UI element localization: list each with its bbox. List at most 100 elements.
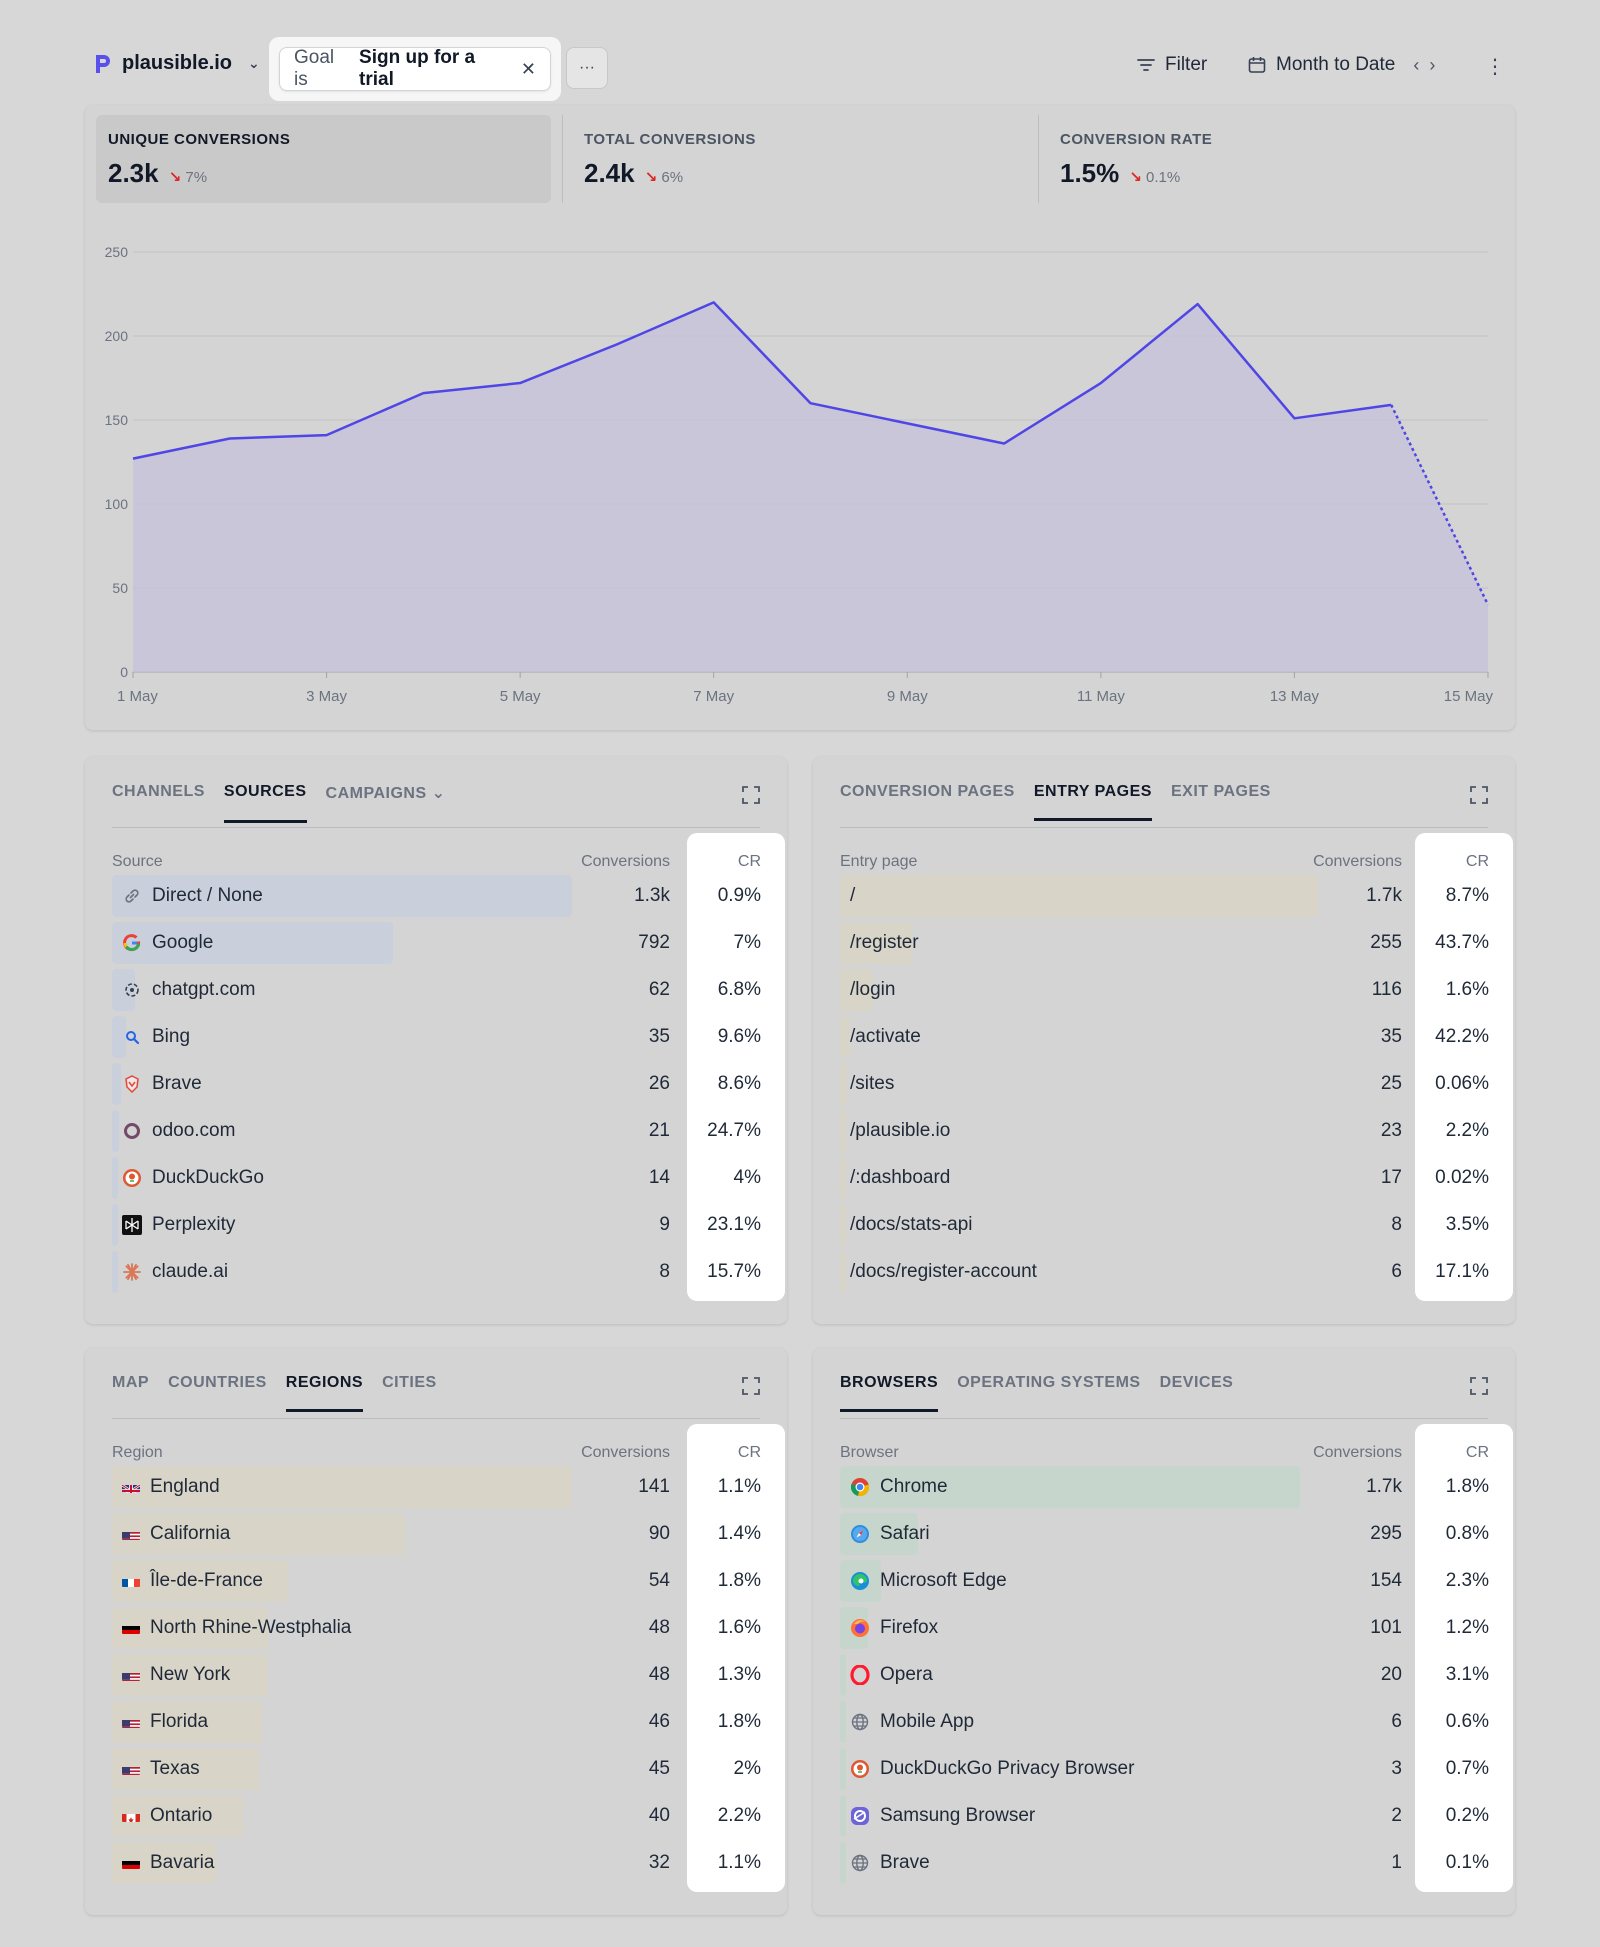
row-name: Firefox [880,1617,939,1638]
tab-exit-pages[interactable]: EXIT PAGES [1171,783,1271,821]
opera-icon [850,1665,870,1685]
row-cr: 0.8% [1445,1523,1489,1544]
more-filters-button[interactable]: ··· [566,47,608,89]
cr-column-highlight [687,833,785,1301]
table-row[interactable]: /docs/register-account 6 17.1% [840,1251,1489,1293]
row-conversions: 62 [648,979,670,1000]
table-row[interactable]: / 1.7k 8.7% [840,875,1489,917]
column-header-cr[interactable]: CR [1465,853,1489,870]
row-bar [840,1842,846,1884]
table-row[interactable]: Brave 26 8.6% [112,1063,761,1105]
table-row[interactable]: Opera 20 3.1% [840,1654,1489,1696]
tab-label: CONVERSION PAGES [840,783,1015,800]
table-row[interactable]: Florida 46 1.8% [112,1701,761,1743]
row-bar [112,1157,118,1199]
browsers-card: BROWSERS OPERATING SYSTEMS DEVICES Browser C… [813,1348,1515,1915]
table-row[interactable]: Texas 45 2% [112,1748,761,1790]
tab-campaigns[interactable]: CAMPAIGNS ⌄ [326,783,446,823]
flag-de-icon [122,1622,140,1634]
column-header-cr[interactable]: CR [1465,1444,1489,1461]
row-name: / [850,885,856,906]
tab-regions[interactable]: REGIONS [285,1374,364,1412]
table-row[interactable]: /register 255 43.7% [840,922,1489,964]
column-header-cr[interactable]: CR [737,853,761,870]
expand-icon[interactable] [741,1376,761,1396]
table-row[interactable]: Bing 35 9.6% [112,1016,761,1058]
table-row[interactable]: /docs/stats-api 8 3.5% [840,1204,1489,1246]
tab-label: SOURCES [223,783,307,800]
tab-cities[interactable]: CITIES [382,1374,437,1412]
table-row[interactable]: DuckDuckGo Privacy Browser 3 0.7% [840,1748,1489,1790]
close-icon[interactable]: ✕ [520,58,536,79]
column-header-cr[interactable]: CR [737,1444,761,1461]
table-row[interactable]: Google 792 7% [112,922,761,964]
expand-icon[interactable] [1469,1376,1489,1396]
metric-total-conversions[interactable]: TOTAL CONVERSIONS 2.4k ↘ 6% [572,115,1032,203]
row-bar [112,1016,126,1058]
row-name: Opera [880,1664,933,1685]
table-row[interactable]: Safari 295 0.8% [840,1513,1489,1555]
tab-sources[interactable]: SOURCES [223,783,307,823]
expand-icon[interactable] [1469,785,1489,805]
tab-channels[interactable]: CHANNELS [112,783,205,823]
row-name-cell: Bavaria [122,1842,214,1884]
conversions-line-chart[interactable]: 0 50 100 150 200 250 1 May 3 May 5 May 7 May 9 May… [85,105,1515,730]
arrow-down-right-icon: ↘ [1129,169,1142,186]
chevron-right-icon[interactable]: › [1429,54,1446,75]
table-row[interactable]: Microsoft Edge 154 2.3% [840,1560,1489,1602]
tab-browsers[interactable]: BROWSERS [840,1374,939,1412]
table-row[interactable]: Samsung Browser 2 0.2% [840,1795,1489,1837]
column-header-conversions[interactable]: Conversions [581,853,670,870]
sources-card: CHANNELS SOURCES CAMPAIGNS ⌄ Source Conversi… [85,757,787,1324]
table-row[interactable]: Firefox 101 1.2% [840,1607,1489,1649]
kebab-menu-icon[interactable]: ⋮ [1485,56,1505,78]
table-row[interactable]: Ontario 40 2.2% [112,1795,761,1837]
column-header-conversions[interactable]: Conversions [1313,853,1402,870]
table-row[interactable]: Chrome 1.7k 1.8% [840,1466,1489,1508]
tab-map[interactable]: MAP [112,1374,149,1412]
table-row[interactable]: /plausible.io 23 2.2% [840,1110,1489,1152]
row-bar [840,1063,848,1105]
cr-column-highlight [1415,833,1513,1301]
column-header-conversions[interactable]: Conversions [581,1444,670,1461]
table-row[interactable]: Direct / None 1.3k 0.9% [112,875,761,917]
metric-change-value: 0.1% [1146,169,1181,186]
goal-filter-pill[interactable]: Goal is Sign up for a trial ✕ [279,47,551,91]
filter-icon [1137,59,1155,71]
x-tick-label: 7 May [693,688,734,705]
table-row[interactable]: Brave 1 0.1% [840,1842,1489,1884]
metric-unique-conversions[interactable]: UNIQUE CONVERSIONS 2.3k ↘ 7% [96,115,551,203]
metric-conversion-rate[interactable]: CONVERSION RATE 1.5% ↘ 0.1% [1048,115,1503,203]
table-row[interactable]: Perplexity 9 23.1% [112,1204,761,1246]
tab-conversion-pages[interactable]: CONVERSION PAGES [840,783,1015,821]
table-row[interactable]: New York 48 1.3% [112,1654,761,1696]
table-row[interactable]: /:dashboard 17 0.02% [840,1157,1489,1199]
table-row[interactable]: /activate 35 42.2% [840,1016,1489,1058]
site-switcher[interactable]: plausible.io ⌄ [94,52,260,75]
filter-button[interactable]: Filter [1137,54,1207,76]
table-row[interactable]: odoo.com 21 24.7% [112,1110,761,1152]
table-row[interactable]: claude.ai 8 15.7% [112,1251,761,1293]
table-row[interactable]: Mobile App 6 0.6% [840,1701,1489,1743]
table-row[interactable]: England 141 1.1% [112,1466,761,1508]
expand-icon[interactable] [741,785,761,805]
table-row[interactable]: /sites 25 0.06% [840,1063,1489,1105]
table-row[interactable]: California 90 1.4% [112,1513,761,1555]
period-picker[interactable]: Month to Date ‹› [1248,54,1445,76]
table-row[interactable]: DuckDuckGo 14 4% [112,1157,761,1199]
table-row[interactable]: chatgpt.com 62 6.8% [112,969,761,1011]
column-header-conversions[interactable]: Conversions [1313,1444,1402,1461]
tab-entry-pages[interactable]: ENTRY PAGES [1033,783,1153,821]
table-row[interactable]: /login 116 1.6% [840,969,1489,1011]
table-row[interactable]: North Rhine-Westphalia 48 1.6% [112,1607,761,1649]
tab-devices[interactable]: DEVICES [1160,1374,1234,1412]
tab-label: CHANNELS [112,783,205,800]
chevron-left-icon[interactable]: ‹ [1413,54,1430,75]
perplexity-icon [122,1215,142,1235]
row-bar [840,1016,850,1058]
row-conversions: 3 [1391,1758,1402,1779]
table-row[interactable]: Bavaria 32 1.1% [112,1842,761,1884]
tab-countries[interactable]: COUNTRIES [168,1374,267,1412]
tab-operating-systems[interactable]: OPERATING SYSTEMS [957,1374,1140,1412]
table-row[interactable]: Île-de-France 54 1.8% [112,1560,761,1602]
